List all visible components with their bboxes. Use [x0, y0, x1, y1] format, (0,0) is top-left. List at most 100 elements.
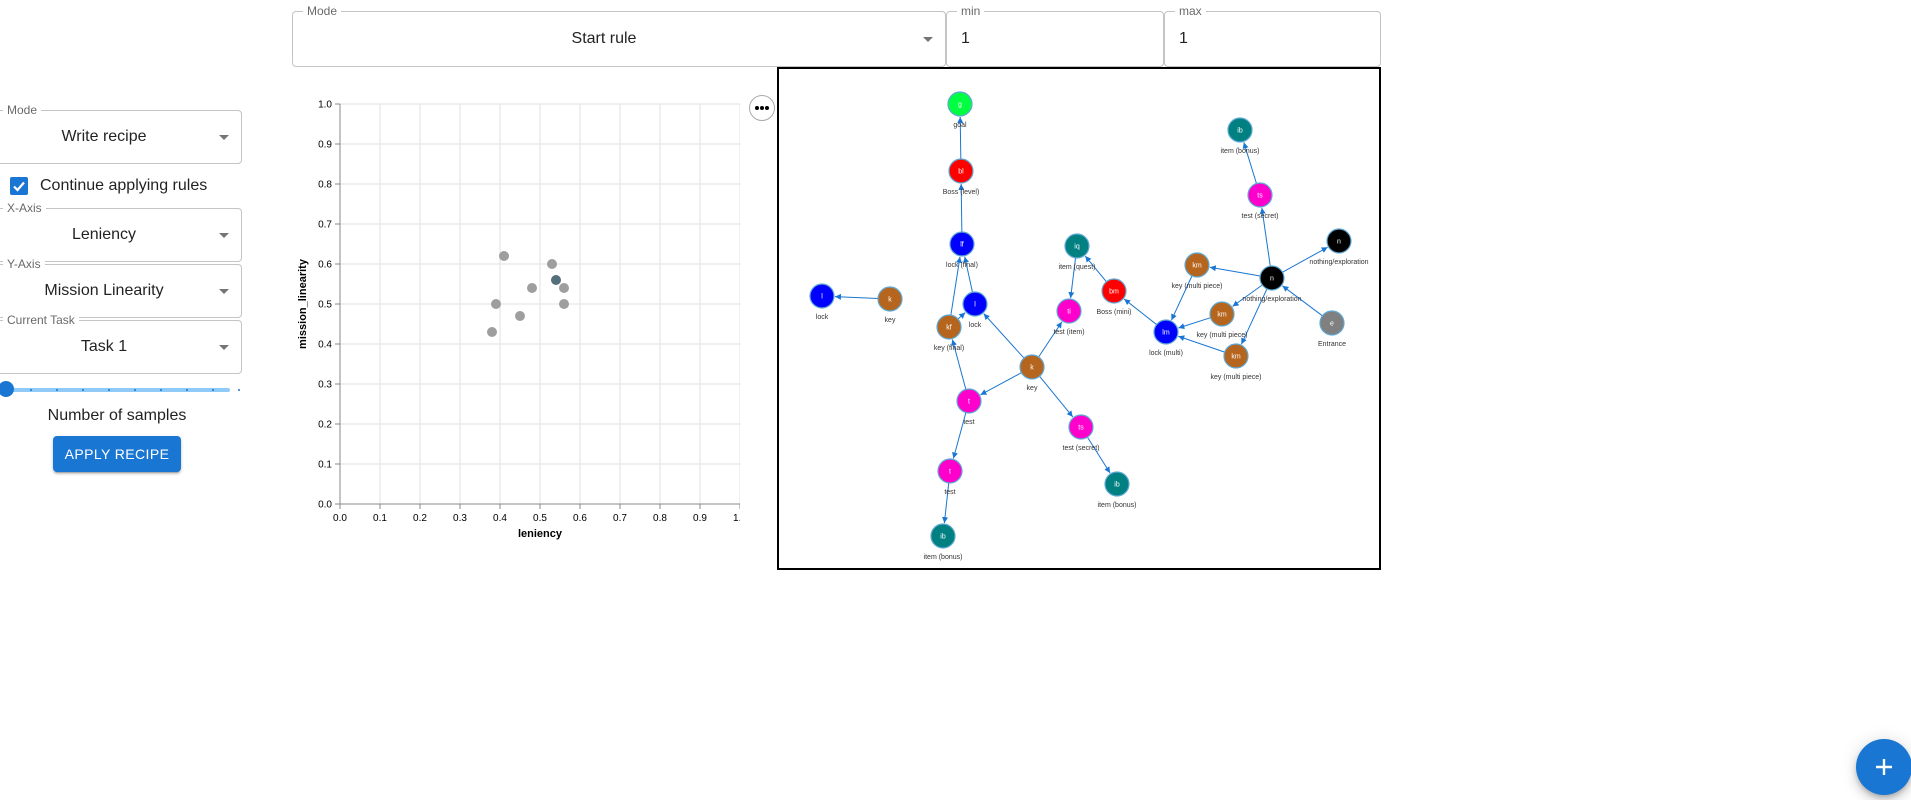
y-tick-label: 0.8 [318, 180, 332, 191]
add-fab-button[interactable] [1856, 739, 1911, 795]
graph-node-circle[interactable] [1259, 265, 1285, 291]
graph-node-circle[interactable] [1209, 301, 1235, 327]
graph-node-circle[interactable] [1068, 414, 1094, 440]
graph-node-circle[interactable] [930, 523, 956, 549]
y-tick-label: 0.0 [318, 500, 332, 511]
graph-node[interactable]: lf lock (final) [946, 231, 978, 269]
graph-node-circle[interactable] [1227, 117, 1253, 143]
graph-node-label: key [1027, 385, 1038, 392]
graph-node-circle[interactable] [1184, 252, 1210, 278]
x-tick-label: 0.5 [533, 513, 547, 524]
graph-node-abbr: l [974, 302, 976, 309]
graph-node-circle[interactable] [1056, 298, 1082, 324]
y-axis-title: mission_linearity [297, 258, 309, 349]
more-options-button[interactable] [749, 95, 775, 121]
graph-node-circle[interactable] [1319, 310, 1345, 336]
recipe-mode-select[interactable]: Mode Write recipe [0, 102, 242, 164]
apply-recipe-button[interactable]: APPLY RECIPE [53, 436, 181, 472]
checkmark-icon [13, 181, 25, 192]
scatter-point[interactable] [547, 259, 557, 269]
slider-tick [30, 389, 32, 391]
scatter-point[interactable] [559, 283, 569, 293]
graph-node-circle[interactable] [1064, 233, 1090, 259]
graph-node[interactable]: n nothing/exploration [1309, 228, 1369, 266]
graph-node[interactable]: km key (multi piece) [1172, 252, 1223, 290]
graph-node[interactable]: iq item (quest) [1059, 233, 1096, 271]
scatter-point[interactable] [527, 283, 537, 293]
graph-node[interactable]: g goal [947, 91, 973, 129]
graph-node-abbr: e [1330, 321, 1334, 328]
y-axis-select[interactable]: Y-Axis Mission Linearity [0, 256, 242, 318]
y-tick-label: 1.0 [318, 100, 332, 111]
graph-node-circle[interactable] [1101, 278, 1127, 304]
graph-node-circle[interactable] [936, 314, 962, 340]
y-tick-label: 0.4 [318, 340, 332, 351]
graph-node-circle[interactable] [948, 158, 974, 184]
graph-node-circle[interactable] [947, 91, 973, 117]
scatter-point[interactable] [499, 251, 509, 261]
graph-node[interactable]: t test [956, 388, 982, 426]
x-tick-label: 0.6 [573, 513, 587, 524]
graph-node[interactable]: ti test (item) [1053, 298, 1085, 336]
graph-node[interactable]: lm lock (multi) [1149, 319, 1183, 357]
graph-node[interactable]: ib item (bonus) [1098, 471, 1137, 509]
y-tick-label: 0.9 [318, 140, 332, 151]
graph-node[interactable]: ts test (secret) [1242, 182, 1279, 220]
graph-node[interactable]: ib item (bonus) [1221, 117, 1260, 155]
scatter-point[interactable] [551, 275, 561, 285]
min-field[interactable]: min 1 [946, 3, 1164, 67]
graph-node-circle[interactable] [877, 286, 903, 312]
graph-node[interactable]: km key (multi piece) [1197, 301, 1248, 339]
graph-node[interactable]: km key (multi piece) [1211, 343, 1262, 381]
scatter-point[interactable] [491, 299, 501, 309]
graph-node-circle[interactable] [962, 291, 988, 317]
graph-node[interactable]: kf key (final) [934, 314, 964, 352]
graph-node[interactable]: n nothing/exploration [1242, 265, 1302, 303]
graph-node-circle[interactable] [949, 231, 975, 257]
graph-node-abbr: bm [1109, 289, 1119, 296]
graph-node-circle[interactable] [1247, 182, 1273, 208]
graph-node[interactable]: bm Boss (mini) [1096, 278, 1132, 316]
graph-node-circle[interactable] [956, 388, 982, 414]
graph-node-circle[interactable] [809, 283, 835, 309]
x-axis-select[interactable]: X-Axis Leniency [0, 200, 242, 262]
graph-node-abbr: kf [946, 325, 952, 332]
current-task-select[interactable]: Current Task Task 1 [0, 312, 242, 374]
graph-node[interactable]: bl Boss (level) [943, 158, 980, 196]
rule-mode-select[interactable]: Mode Start rule [292, 3, 946, 67]
graph-node[interactable]: ib item (bonus) [924, 523, 963, 561]
graph-node-circle[interactable] [937, 458, 963, 484]
graph-node-label: key [885, 317, 896, 324]
graph-node-label: item (quest) [1059, 264, 1096, 271]
scatter-point[interactable] [559, 299, 569, 309]
graph-node[interactable]: k key [877, 286, 903, 324]
graph-node-circle[interactable] [1326, 228, 1352, 254]
max-field[interactable]: max 1 [1164, 3, 1381, 67]
samples-slider-thumb[interactable] [0, 381, 14, 397]
scatter-point[interactable] [487, 327, 497, 337]
graph-node-label: key (multi piece) [1172, 283, 1223, 290]
graph-node[interactable]: t test [937, 458, 963, 496]
samples-slider-rail[interactable] [4, 388, 230, 392]
graph-node-label: test (item) [1053, 329, 1084, 336]
x-tick-label: 1.0 [733, 513, 740, 524]
graph-node[interactable]: e Entrance [1318, 310, 1346, 348]
graph-node-circle[interactable] [1104, 471, 1130, 497]
graph-node-label: lock [816, 314, 829, 321]
graph-node[interactable]: l lock [962, 291, 988, 329]
graph-node[interactable]: l lock [809, 283, 835, 321]
graph-edge [952, 412, 967, 459]
graph-node-circle[interactable] [1019, 354, 1045, 380]
continue-applying-checkbox[interactable] [10, 177, 28, 195]
graph-node-abbr: k [888, 297, 892, 304]
graph-edge [951, 339, 967, 390]
graph-node-circle[interactable] [1153, 319, 1179, 345]
scatter-point[interactable] [515, 311, 525, 321]
graph-node-abbr: ib [1114, 482, 1120, 489]
graph-node-label: nothing/exploration [1242, 296, 1301, 303]
graph-node-label: item (bonus) [924, 554, 963, 561]
graph-node[interactable]: ts test (secret) [1063, 414, 1100, 452]
graph-node[interactable]: k key [1019, 354, 1045, 392]
graph-edge [957, 116, 964, 160]
graph-node-circle[interactable] [1223, 343, 1249, 369]
